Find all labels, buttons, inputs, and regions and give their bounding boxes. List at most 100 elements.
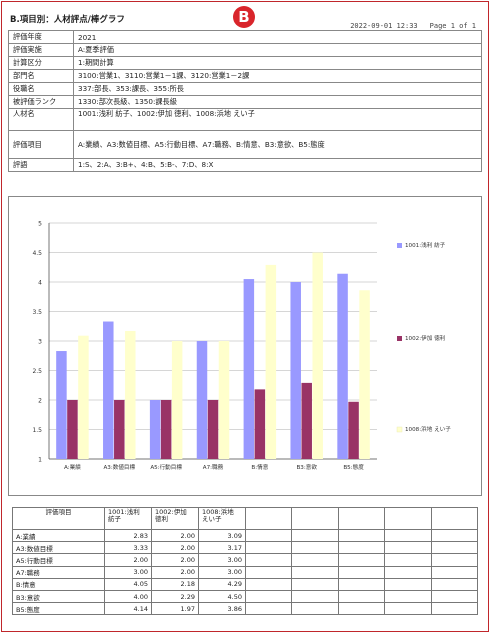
bar — [160, 400, 172, 459]
row-item-name: B3:意欲 — [12, 589, 105, 604]
empty-cell — [337, 589, 386, 604]
bar — [56, 351, 67, 459]
param-value: A:夏季評価 — [73, 43, 482, 57]
row-score: 2.00 — [151, 541, 199, 555]
param-row: 役職名 337:部長、353:課長、355:所長 — [8, 82, 482, 96]
bar — [171, 341, 183, 459]
param-value: 337:部長、353:課長、355:所長 — [73, 82, 482, 96]
x-tick-label: A3:数値目標 — [103, 463, 135, 471]
y-tick-label: 5 — [38, 221, 42, 228]
x-tick-label: B:情意 — [251, 463, 268, 471]
section-badge: B — [233, 6, 255, 28]
empty-cell — [291, 528, 339, 543]
bar — [265, 264, 277, 459]
row-item-name: B5:態度 — [12, 602, 105, 616]
row-item-name: A:業績 — [12, 528, 105, 543]
empty-cell — [244, 577, 293, 591]
header-person-2: 1002:伊加 徳利 — [151, 507, 199, 530]
bar — [290, 282, 301, 459]
row-item-name: A7:職務 — [12, 565, 105, 579]
empty-cell — [337, 577, 386, 591]
report-title: B.項目別：人材評点/棒グラフ — [10, 15, 125, 25]
row-score: 2.00 — [151, 528, 199, 543]
x-tick-label: B3:意欲 — [296, 463, 317, 471]
param-row: 人材名 1001:浅利 紡子、1002:伊加 徳利、1008:浜地 えい子 — [8, 108, 482, 131]
parameter-table: 評価年度 2021 評価実施 A:夏季評価 計算区分 1:期間計算 部門名 3100:営… — [8, 30, 482, 172]
header-person-3: 1008:浜地 えい子 — [198, 507, 246, 530]
bar — [243, 279, 255, 459]
bar — [218, 341, 230, 459]
param-key: 評価実施 — [8, 43, 74, 57]
empty-cell — [291, 577, 339, 591]
empty-cell — [244, 528, 293, 543]
param-value: 3100:営業1、3110:営業1－1課、3120:営業1－2課 — [73, 69, 482, 83]
empty-column — [384, 507, 432, 530]
table-row: A:業績 2.83 2.00 3.09 — [12, 528, 479, 543]
empty-cell — [337, 602, 386, 616]
page-number: Page 1 of 1 — [429, 22, 476, 30]
bar — [301, 382, 312, 459]
row-score: 2.29 — [151, 589, 199, 604]
param-key: 計算区分 — [8, 56, 74, 70]
param-key: 部門名 — [8, 69, 74, 83]
chart-container: 1 1.5 2 2.5 3 3.5 4 4.5 5 A:業績 A3:数値目標 A5:行動目標 A7:職務… — [8, 196, 482, 496]
y-tick-label: 1.5 — [32, 427, 42, 434]
table-row: B5:態度 4.14 1.97 3.86 — [12, 602, 479, 616]
param-key: 人材名 — [8, 108, 74, 131]
score-table: 評価項目 1001:浅利 紡子 1002:伊加 徳利 1008:浜地 えい子 A… — [12, 507, 479, 616]
empty-cell — [430, 565, 479, 579]
empty-cell — [430, 602, 479, 616]
param-value: 2021 — [73, 30, 482, 44]
y-tick-label: 1 — [38, 457, 42, 464]
param-value: 1001:浅利 紡子、1002:伊加 徳利、1008:浜地 えい子 — [73, 108, 482, 131]
row-score: 4.14 — [104, 602, 152, 616]
param-row: 被評価ランク 1330:部次長級、1350:課長級 — [8, 95, 482, 109]
empty-cell — [244, 541, 293, 555]
bar — [312, 252, 323, 459]
empty-cell — [430, 589, 479, 604]
row-score: 3.33 — [104, 541, 152, 555]
empty-cell — [384, 602, 432, 616]
bar-chart: 1 1.5 2 2.5 3 3.5 4 4.5 5 A:業績 A3:数値目標 A5:行動目標 A7:職務… — [32, 221, 451, 472]
row-score: 4.05 — [104, 577, 152, 591]
row-score: 4.29 — [198, 577, 246, 591]
row-score: 3.00 — [198, 565, 246, 579]
table-row: A3:数値目標 3.33 2.00 3.17 — [12, 541, 479, 555]
x-tick-label: B5:態度 — [343, 463, 364, 471]
param-row: 評価年度 2021 — [8, 30, 482, 44]
empty-cell — [430, 553, 479, 567]
bar — [348, 401, 359, 459]
empty-cell — [384, 553, 432, 567]
row-score: 3.86 — [198, 602, 246, 616]
legend-swatch — [397, 243, 402, 248]
row-score: 2.00 — [151, 565, 199, 579]
bar — [78, 335, 89, 459]
row-score: 3.09 — [198, 528, 246, 543]
row-score: 4.50 — [198, 589, 246, 604]
empty-cell — [430, 577, 479, 591]
empty-cell — [384, 528, 432, 543]
param-key: 役職名 — [8, 82, 74, 96]
empty-column — [291, 507, 339, 530]
table-row: A7:職務 3.00 2.00 3.00 — [12, 565, 479, 579]
legend-label: 1001:浅利 紡子 — [405, 241, 446, 249]
print-datetime: 2022-09-01 12:33 — [350, 22, 418, 30]
empty-cell — [244, 553, 293, 567]
param-value: 1:S、2:A、3:B+、4:B、5:B-、7:D、8:X — [73, 158, 482, 172]
score-table-body: A:業績 2.83 2.00 3.09 A3:数値目標 3.33 2.00 3.17 A5:行動… — [12, 528, 479, 616]
param-row: 評語 1:S、2:A、3:B+、4:B、5:B-、7:D、8:X — [8, 158, 482, 172]
param-value: 1330:部次長級、1350:課長級 — [73, 95, 482, 109]
empty-cell — [291, 565, 339, 579]
legend-swatch — [397, 336, 402, 341]
x-tick-label: A:業績 — [64, 463, 81, 471]
legend-label: 1008:浜地 えい子 — [405, 425, 451, 433]
table-row: A5:行動目標 2.00 2.00 3.00 — [12, 553, 479, 567]
param-key: 評価年度 — [8, 30, 74, 44]
row-item-name: A3:数値目標 — [12, 541, 105, 555]
param-row: 評価項目 A:業績、A3:数値目標、A5:行動目標、A7:職務、B:情意、B3:意… — [8, 130, 482, 159]
bar — [196, 341, 208, 459]
empty-cell — [430, 528, 479, 543]
empty-cell — [384, 589, 432, 604]
param-key: 被評価ランク — [8, 95, 74, 109]
y-tick-label: 2.5 — [32, 368, 42, 375]
